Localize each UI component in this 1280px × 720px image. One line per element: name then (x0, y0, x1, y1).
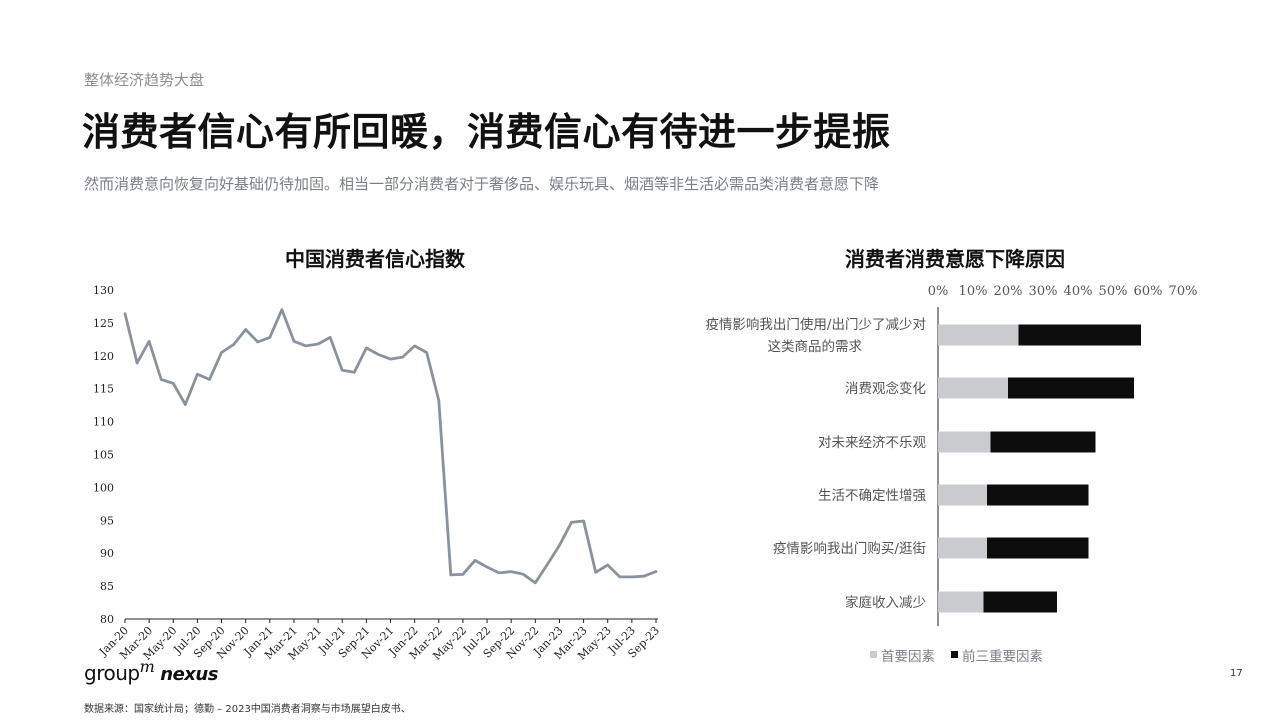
page-number: 17 (1230, 668, 1243, 679)
x-tick-label: 70% (1169, 284, 1198, 299)
category-label: 生活不确定性增强 (818, 488, 926, 504)
page-title: 消费者信心有所回暖，消费信心有待进一步提振 (82, 110, 891, 154)
bar-top3-factor (990, 431, 1096, 453)
category-label: 对未来经济不乐观 (818, 435, 926, 451)
category-label: 家庭收入减少 (845, 594, 926, 611)
y-tick-label: 115 (93, 383, 114, 396)
category-label: 疫情影响我出门购买/逛街 (773, 541, 926, 557)
bar-top3-factor (983, 591, 1057, 613)
y-tick-label: 95 (100, 514, 114, 527)
bar-primary-factor (938, 484, 987, 506)
groupm-nexus-logo: groupm nexus (84, 657, 218, 689)
bar-chart-title: 消费者消费意愿下降原因 (845, 247, 1065, 271)
legend-label-primary: 首要因素 (881, 649, 935, 665)
line-chart-title: 中国消费者信心指数 (285, 247, 465, 271)
bar-primary-factor (938, 431, 991, 453)
page-subtitle: 然而消费意向恢复向好基础仍待加固。相当一部分消费者对于奢侈品、娱乐玩具、烟酒等非… (84, 175, 880, 193)
legend-swatch-primary (870, 651, 877, 658)
category-label: 这类商品的需求 (768, 338, 863, 355)
bar-primary-factor (938, 537, 987, 559)
y-tick-label: 105 (93, 449, 114, 462)
category-label: 疫情影响我出门使用/出门少了减少对 (705, 316, 926, 333)
bar-top3-factor (1018, 324, 1141, 346)
bar-top3-factor (987, 537, 1089, 559)
x-tick-label: 20% (994, 284, 1023, 299)
y-tick-label: 110 (93, 416, 114, 429)
category-label: 消费观念变化 (845, 380, 926, 397)
bar-primary-factor (938, 324, 1019, 346)
legend-label-top3: 前三重要因素 (962, 648, 1043, 665)
y-tick-label: 85 (100, 580, 114, 593)
logo-group-text: groupm (84, 657, 155, 685)
x-tick-label: 50% (1099, 284, 1128, 299)
x-tick-label: 60% (1134, 284, 1163, 299)
x-tick-label: 10% (959, 284, 988, 299)
y-tick-label: 120 (93, 350, 114, 363)
bar-primary-factor (938, 377, 1008, 399)
x-tick-label: 40% (1064, 284, 1093, 299)
data-source-note: 数据来源：国家统计局；德勤 – 2023中国消费者洞察与市场展望白皮书、 (84, 704, 411, 715)
y-tick-label: 100 (93, 481, 114, 494)
x-tick-label: 0% (928, 284, 949, 299)
confidence-index-series-line (123, 308, 658, 585)
y-tick-label: 90 (100, 547, 114, 560)
legend-swatch-top3 (951, 651, 958, 658)
bar-top3-factor (1008, 377, 1134, 399)
y-tick-label: 80 (100, 613, 114, 626)
section-label: 整体经济趋势大盘 (84, 71, 205, 89)
logo-nexus-text: nexus (160, 664, 218, 685)
y-tick-label: 125 (93, 317, 114, 330)
bar-top3-factor (987, 484, 1089, 506)
x-tick-label: 30% (1029, 284, 1058, 299)
bar-primary-factor (938, 591, 984, 613)
y-tick-label: 130 (93, 284, 114, 297)
